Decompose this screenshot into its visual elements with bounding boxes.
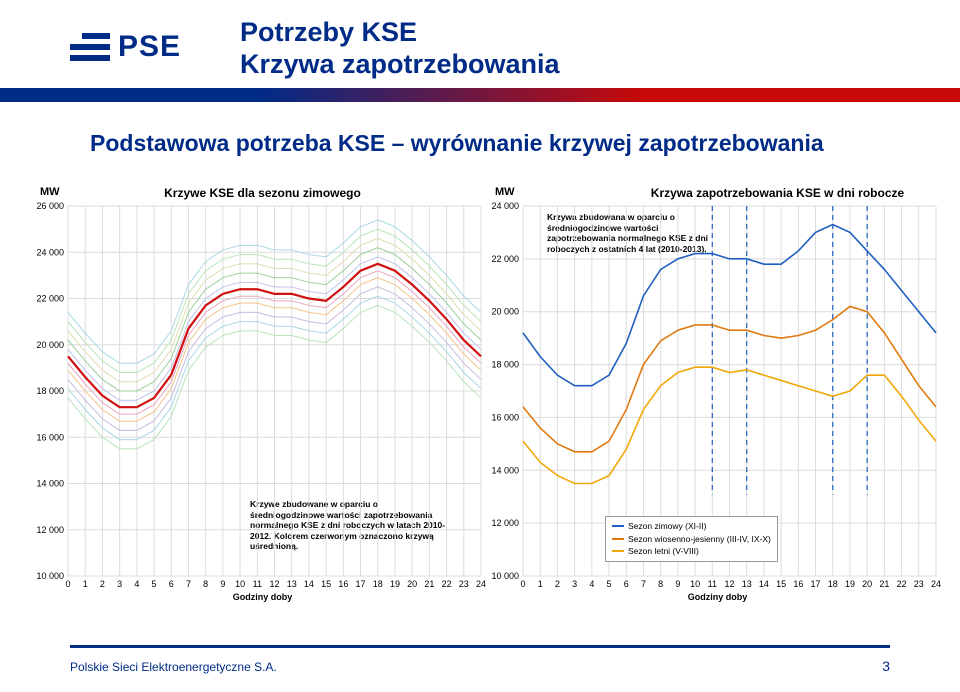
title-line-2: Krzywa zapotrzebowania xyxy=(240,48,560,80)
page-number: 3 xyxy=(882,658,890,674)
svg-text:3: 3 xyxy=(572,579,577,589)
legend-item: Sezon zimowy (XI-II) xyxy=(628,520,771,533)
svg-text:24: 24 xyxy=(476,579,486,589)
svg-text:19: 19 xyxy=(845,579,855,589)
svg-text:23: 23 xyxy=(459,579,469,589)
chart-right: MW Krzywa zapotrzebowania KSE w dni robo… xyxy=(495,180,940,600)
svg-text:10: 10 xyxy=(690,579,700,589)
header: PSE Potrzeby KSE Krzywa zapotrzebowania xyxy=(0,0,960,100)
svg-text:12 000: 12 000 xyxy=(491,518,519,528)
svg-text:14: 14 xyxy=(304,579,314,589)
svg-text:2: 2 xyxy=(555,579,560,589)
svg-text:12: 12 xyxy=(724,579,734,589)
svg-text:13: 13 xyxy=(287,579,297,589)
footer-text: Polskie Sieci Elektroenergetyczne S.A. xyxy=(70,660,277,674)
svg-text:20 000: 20 000 xyxy=(36,340,64,350)
svg-text:22: 22 xyxy=(442,579,452,589)
svg-text:14 000: 14 000 xyxy=(36,479,64,489)
svg-text:16 000: 16 000 xyxy=(36,432,64,442)
legend-swatch-icon xyxy=(612,525,624,527)
chart-left-plot: 10 00012 00014 00016 00018 00020 00022 0… xyxy=(68,206,481,576)
svg-text:12 000: 12 000 xyxy=(36,525,64,535)
svg-text:6: 6 xyxy=(624,579,629,589)
svg-text:22 000: 22 000 xyxy=(491,254,519,264)
svg-text:9: 9 xyxy=(675,579,680,589)
chart-right-title: Krzywa zapotrzebowania KSE w dni robocze xyxy=(615,186,940,200)
page-title: Potrzeby KSE Krzywa zapotrzebowania xyxy=(240,16,560,81)
svg-text:10 000: 10 000 xyxy=(491,571,519,581)
logo-bars-icon xyxy=(70,33,110,61)
svg-text:6: 6 xyxy=(169,579,174,589)
svg-text:16 000: 16 000 xyxy=(491,412,519,422)
pse-logo: PSE xyxy=(70,30,181,64)
svg-text:21: 21 xyxy=(879,579,889,589)
chart-left-title: Krzywe KSE dla sezonu zimowego xyxy=(40,186,485,200)
logo-text: PSE xyxy=(118,30,181,64)
footer-divider xyxy=(70,645,890,648)
svg-text:11: 11 xyxy=(708,579,717,589)
chart-right-legend: Sezon zimowy (XI-II) Sezon wiosenno-jesi… xyxy=(605,516,778,562)
svg-text:15: 15 xyxy=(776,579,786,589)
svg-text:12: 12 xyxy=(269,579,279,589)
svg-text:2: 2 xyxy=(100,579,105,589)
svg-text:5: 5 xyxy=(607,579,612,589)
svg-text:14: 14 xyxy=(759,579,769,589)
svg-text:20 000: 20 000 xyxy=(491,307,519,317)
svg-text:21: 21 xyxy=(424,579,434,589)
svg-text:14 000: 14 000 xyxy=(491,465,519,475)
svg-text:4: 4 xyxy=(134,579,139,589)
svg-text:18 000: 18 000 xyxy=(491,360,519,370)
svg-text:16: 16 xyxy=(793,579,803,589)
svg-text:24 000: 24 000 xyxy=(491,201,519,211)
svg-text:3: 3 xyxy=(117,579,122,589)
legend-item: Sezon wiosenno-jesienny (III-IV, IX-X) xyxy=(628,533,771,546)
x-axis-label-right: Godziny doby xyxy=(495,592,940,602)
svg-text:26 000: 26 000 xyxy=(36,201,64,211)
svg-text:24 000: 24 000 xyxy=(36,247,64,257)
svg-text:8: 8 xyxy=(203,579,208,589)
svg-text:8: 8 xyxy=(658,579,663,589)
svg-text:22 000: 22 000 xyxy=(36,294,64,304)
svg-text:11: 11 xyxy=(253,579,262,589)
svg-text:10 000: 10 000 xyxy=(36,571,64,581)
svg-text:10: 10 xyxy=(235,579,245,589)
charts-row: MW Krzywe KSE dla sezonu zimowego Krzywe… xyxy=(40,180,940,600)
svg-text:1: 1 xyxy=(83,579,88,589)
svg-text:23: 23 xyxy=(914,579,924,589)
legend-swatch-icon xyxy=(612,550,624,552)
title-line-1: Potrzeby KSE xyxy=(240,16,560,48)
svg-text:24: 24 xyxy=(931,579,941,589)
svg-text:17: 17 xyxy=(811,579,821,589)
svg-text:19: 19 xyxy=(390,579,400,589)
svg-text:22: 22 xyxy=(897,579,907,589)
svg-text:20: 20 xyxy=(862,579,872,589)
x-axis-label-left: Godziny doby xyxy=(40,592,485,602)
legend-swatch-icon xyxy=(612,538,624,540)
svg-text:4: 4 xyxy=(589,579,594,589)
svg-text:7: 7 xyxy=(186,579,191,589)
svg-text:5: 5 xyxy=(152,579,157,589)
subtitle: Podstawowa potrzeba KSE – wyrównanie krz… xyxy=(90,130,824,157)
svg-text:1: 1 xyxy=(538,579,543,589)
svg-text:16: 16 xyxy=(338,579,348,589)
svg-text:13: 13 xyxy=(742,579,752,589)
svg-text:15: 15 xyxy=(321,579,331,589)
y-axis-unit-right: MW xyxy=(495,186,515,198)
svg-text:18: 18 xyxy=(373,579,383,589)
svg-text:18 000: 18 000 xyxy=(36,386,64,396)
svg-text:18: 18 xyxy=(828,579,838,589)
svg-text:0: 0 xyxy=(65,579,70,589)
svg-text:20: 20 xyxy=(407,579,417,589)
svg-text:7: 7 xyxy=(641,579,646,589)
svg-text:9: 9 xyxy=(220,579,225,589)
header-accent-stripe xyxy=(260,88,960,102)
legend-item: Sezon letni (V-VIII) xyxy=(628,545,771,558)
chart-left: MW Krzywe KSE dla sezonu zimowego Krzywe… xyxy=(40,180,485,600)
svg-text:0: 0 xyxy=(520,579,525,589)
svg-text:17: 17 xyxy=(356,579,366,589)
